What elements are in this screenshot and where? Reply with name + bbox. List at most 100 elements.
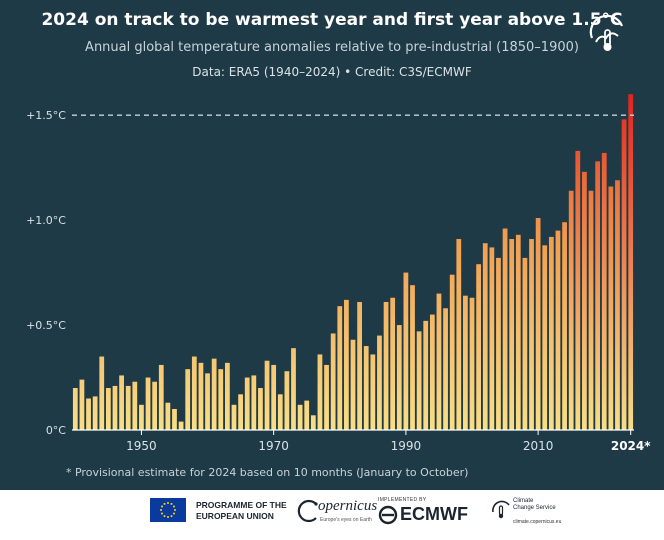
bar-1990 [403,272,409,430]
bar-2012 [548,236,554,430]
bar-1957 [185,369,191,430]
bar-1966 [244,377,250,430]
bar-1996 [443,308,448,430]
bar-1978 [324,364,329,430]
bar-1948 [125,385,131,430]
bar-1952 [152,381,158,430]
bar-1974 [297,404,303,430]
bar-1977 [317,354,323,430]
chart-source: Data: ERA5 (1940–2024) • Credit: C3S/ECM… [192,65,472,79]
bar-2015 [568,190,574,430]
x-tick-label: 1970 [258,439,289,453]
bar-1972 [284,371,290,430]
temperature-bar-chart: 0°C +0.5°C +1.0°C +1.5°C 1950 1970 1990 2010 202… [26,94,651,453]
footnote: * Provisional estimate for 2024 based on… [66,466,469,479]
bar-1958 [191,356,197,430]
bar-1964 [231,404,237,430]
bar-1983 [357,301,362,430]
eu-flag-icon [150,498,186,522]
bar-2004 [496,257,501,430]
bar-2018 [588,190,594,430]
bar-2021 [608,186,614,430]
bar-2001 [476,264,481,430]
bar-1998 [456,239,462,430]
bar-1962 [218,369,224,430]
bar-1961 [211,358,217,430]
eu-line-2: EUROPEAN UNION [196,511,274,521]
bar-1963 [225,362,230,430]
bar-2024 [628,94,634,430]
eu-programme-label: PROGRAMME OF THE EUROPEAN UNION [196,500,287,522]
bar-1969 [264,360,270,430]
bar-2023 [621,119,627,430]
bar-1992 [416,331,422,430]
ecmwf-wordmark: ECMWF [400,504,468,524]
bar-2000 [469,297,475,430]
bar-2013 [555,230,561,430]
bar-1973 [291,348,296,430]
bar-1967 [251,375,257,430]
bar-2008 [522,257,528,430]
y-tick-label: +1.5°C [26,109,66,122]
ccs-line-1: Climate [513,498,534,504]
x-tick-label: 1950 [126,439,157,453]
bar-2010 [535,218,541,430]
ccs-label: Climate Change Service [513,498,556,512]
bar-1987 [383,301,389,430]
eu-line-1: PROGRAMME OF THE [196,500,287,510]
bar-1942 [86,398,91,430]
bar-1981 [344,299,349,430]
bar-1943 [92,396,98,430]
bar-1959 [198,362,204,430]
bar-1947 [119,375,124,430]
bar-2014 [562,222,567,430]
c3s-logo-icon [589,14,624,51]
bar-1946 [112,385,118,430]
bar-1979 [330,333,336,430]
bar-1999 [463,295,468,430]
copernicus-tagline: Europe's eyes on Earth [320,517,372,523]
bar-1994 [429,314,435,430]
copernicus-wordmark: opernicus [318,498,378,514]
bar-1982 [350,339,356,430]
y-tick-label: 0°C [46,424,66,437]
ccs-url: climate.copernicus.eu [513,519,562,525]
bar-2003 [489,247,495,430]
bar-1960 [205,373,210,430]
bar-1995 [436,293,442,430]
bar-1954 [165,402,171,430]
bar-2017 [582,171,587,430]
bar-1993 [423,320,429,430]
bar-1968 [258,388,263,430]
bar-1988 [390,297,396,430]
bar-1985 [370,354,376,430]
bar-1955 [172,409,177,430]
bar-2022 [615,180,620,430]
bar-1965 [238,394,243,430]
bar-1950 [139,404,144,430]
ecmwf-logo-icon [378,505,398,525]
bar-1970 [271,364,277,430]
bar-1984 [363,346,369,430]
bar-2006 [509,239,515,430]
x-tick-label: 2024* [611,439,651,453]
bar-1941 [79,379,85,430]
chart-subtitle: Annual global temperature anomalies rela… [85,40,579,55]
bar-1951 [145,377,151,430]
x-tick-label: 2010 [523,439,554,453]
bar-1986 [377,335,382,430]
bar-2005 [502,228,508,430]
ccs-line-2: Change Service [513,505,556,511]
bar-1991 [410,285,415,430]
bar-2007 [515,234,521,430]
chart-title: 2024 on track to be warmest year and fir… [41,10,623,30]
bar-2009 [529,239,534,430]
bar-1956 [178,421,184,430]
bar-1997 [449,274,455,430]
bar-2002 [482,243,488,430]
bar-2011 [542,245,548,430]
bar-2020 [601,152,607,430]
bar-2016 [575,150,581,431]
bar-1975 [304,400,310,430]
